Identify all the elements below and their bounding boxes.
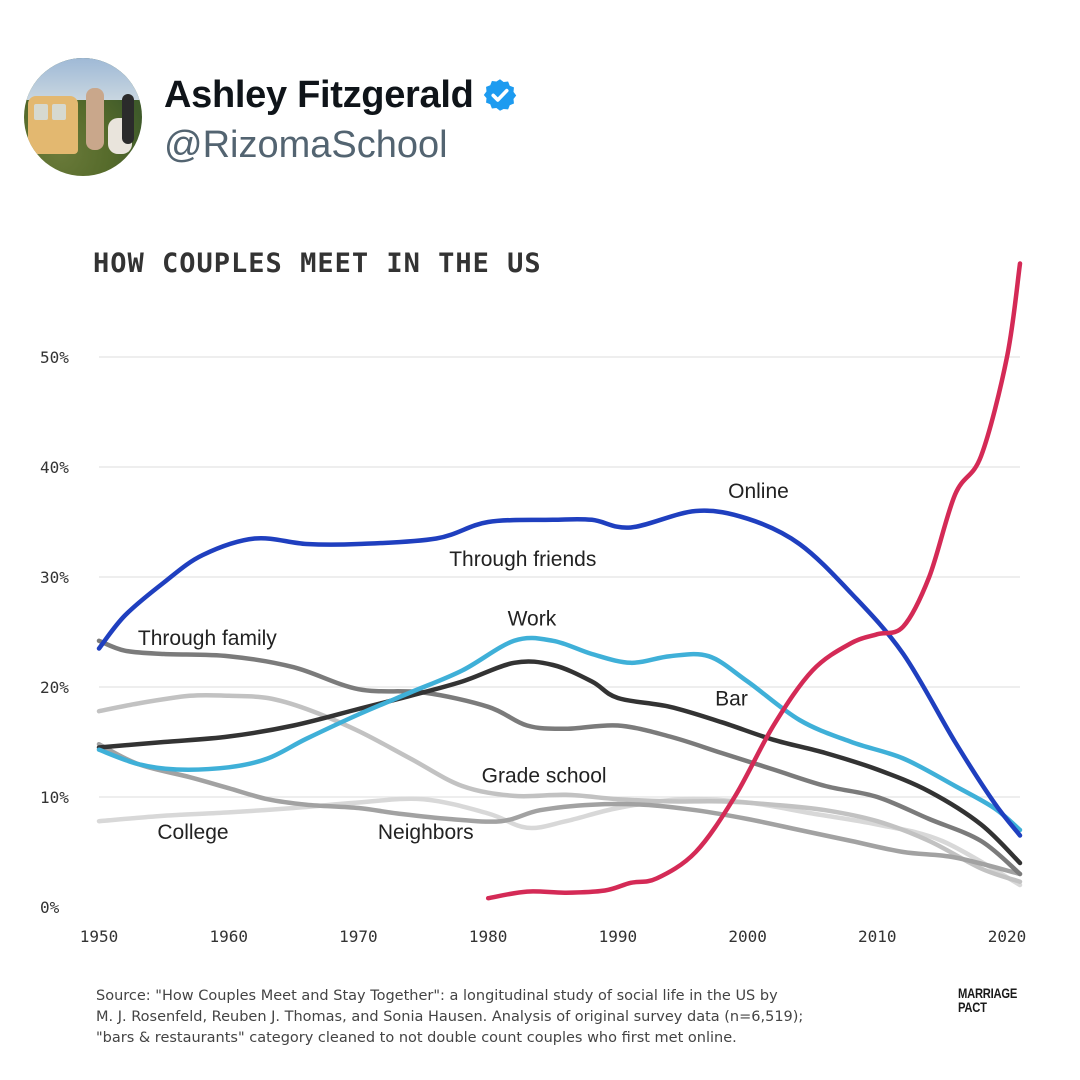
avatar[interactable]: [24, 58, 142, 176]
axis-ticks: 0% 10% 20% 30% 40% 50% 1950 1960 1970 1980 1990 200…: [40, 348, 1026, 946]
series-line-work: [96, 635, 1023, 833]
series-label-through-family: Through family: [138, 627, 277, 650]
x-tick-label: 2010: [858, 927, 897, 946]
source-line: M. J. Rosenfeld, Reuben J. Thomas, and S…: [96, 1009, 804, 1025]
author-name[interactable]: Ashley Fitzgerald: [164, 73, 474, 116]
verified-badge-icon: [483, 79, 516, 111]
x-tick-label: 1980: [469, 927, 508, 946]
post-header: Ashley Fitzgerald @RizomaSchool: [24, 58, 1024, 188]
source-line: Source: "How Couples Meet and Stay Toget…: [96, 988, 778, 1004]
series-line-online: [485, 261, 1023, 901]
x-tick-label: 1990: [599, 927, 638, 946]
series-line-through-friends: [96, 508, 1023, 838]
x-tick-label: 1950: [80, 927, 119, 946]
y-tick-label: 0%: [40, 898, 60, 917]
series-line-through-family: [96, 638, 1023, 877]
series-lines: [96, 261, 1023, 901]
series-labels: Through friends Online Through family Work B…: [138, 480, 789, 844]
x-tick-label: 1960: [209, 927, 248, 946]
series-line-grade-school: [96, 692, 1023, 884]
y-tick-label: 40%: [40, 458, 69, 477]
series-label-through-friends: Through friends: [449, 548, 596, 571]
x-tick-label: 2000: [728, 927, 767, 946]
series-label-college: College: [157, 821, 228, 844]
y-tick-label: 30%: [40, 568, 69, 587]
author-handle[interactable]: @RizomaSchool: [164, 124, 448, 166]
series-label-online: Online: [728, 480, 789, 503]
source-line: "bars & restaurants" category cleaned to…: [96, 1030, 737, 1046]
source-note: Source: "How Couples Meet and Stay Toget…: [96, 986, 916, 1049]
series-label-work: Work: [508, 607, 557, 630]
series-label-grade-school: Grade school: [482, 765, 607, 788]
y-tick-label: 50%: [40, 348, 69, 367]
series-line-college: [96, 796, 1023, 888]
x-tick-label: 1970: [339, 927, 378, 946]
series-label-bar: Bar: [715, 688, 748, 711]
y-tick-label: 10%: [40, 788, 69, 807]
series-label-neighbors: Neighbors: [378, 821, 474, 844]
chart-title: HOW COUPLES MEET IN THE US: [93, 248, 542, 279]
y-tick-label: 20%: [40, 678, 69, 697]
x-tick-label: 2020: [988, 927, 1027, 946]
brand-logo: MARRIAGE PACT: [958, 985, 1018, 1015]
series-line-bar: [96, 659, 1023, 866]
series-line-neighbors: [96, 741, 1023, 877]
